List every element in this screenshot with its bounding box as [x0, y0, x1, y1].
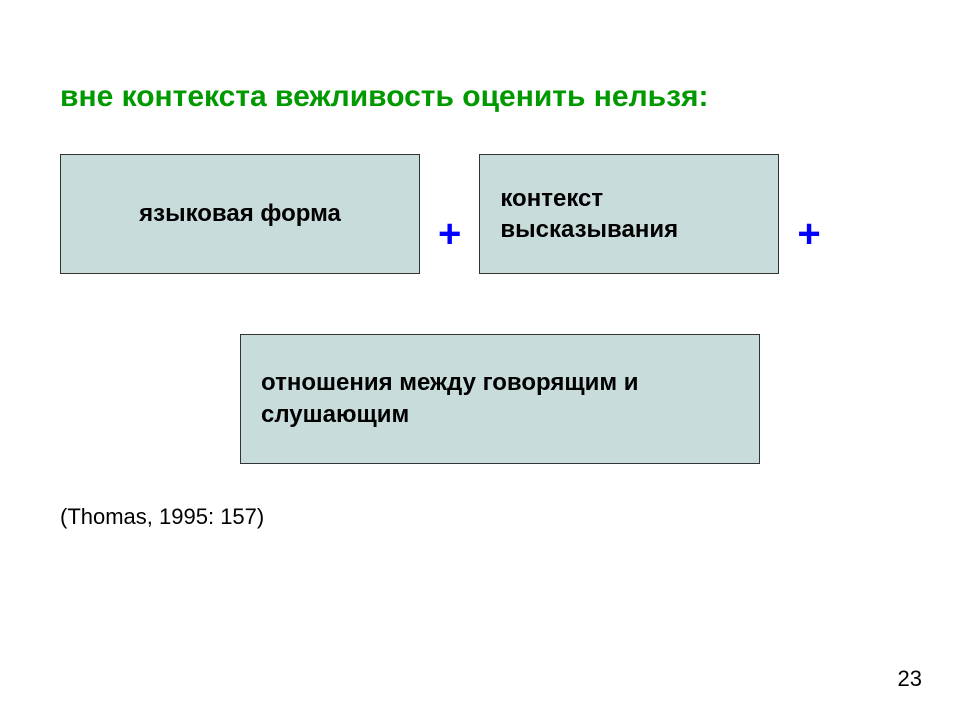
- citation-text: (Thomas, 1995: 157): [60, 504, 900, 530]
- box-label: контекст высказывания: [500, 183, 758, 245]
- box-language-form: языковая форма: [60, 154, 420, 274]
- box-utterance-context: контекст высказывания: [479, 154, 779, 274]
- box-label: отношения между говорящим и слушающим: [261, 367, 739, 432]
- slide-container: вне контекста вежливость оценить нельзя:…: [0, 0, 960, 720]
- page-number: 23: [898, 666, 922, 692]
- box-speaker-listener-relation: отношения между говорящим и слушающим: [240, 334, 760, 464]
- diagram-row-1: языковая форма + контекст высказывания +: [60, 154, 900, 274]
- diagram-row-2: отношения между говорящим и слушающим: [60, 334, 900, 464]
- box-label: языковая форма: [139, 200, 341, 228]
- slide-title: вне контекста вежливость оценить нельзя:: [60, 80, 900, 114]
- plus-operator-2: +: [797, 174, 820, 254]
- plus-operator-1: +: [438, 174, 461, 254]
